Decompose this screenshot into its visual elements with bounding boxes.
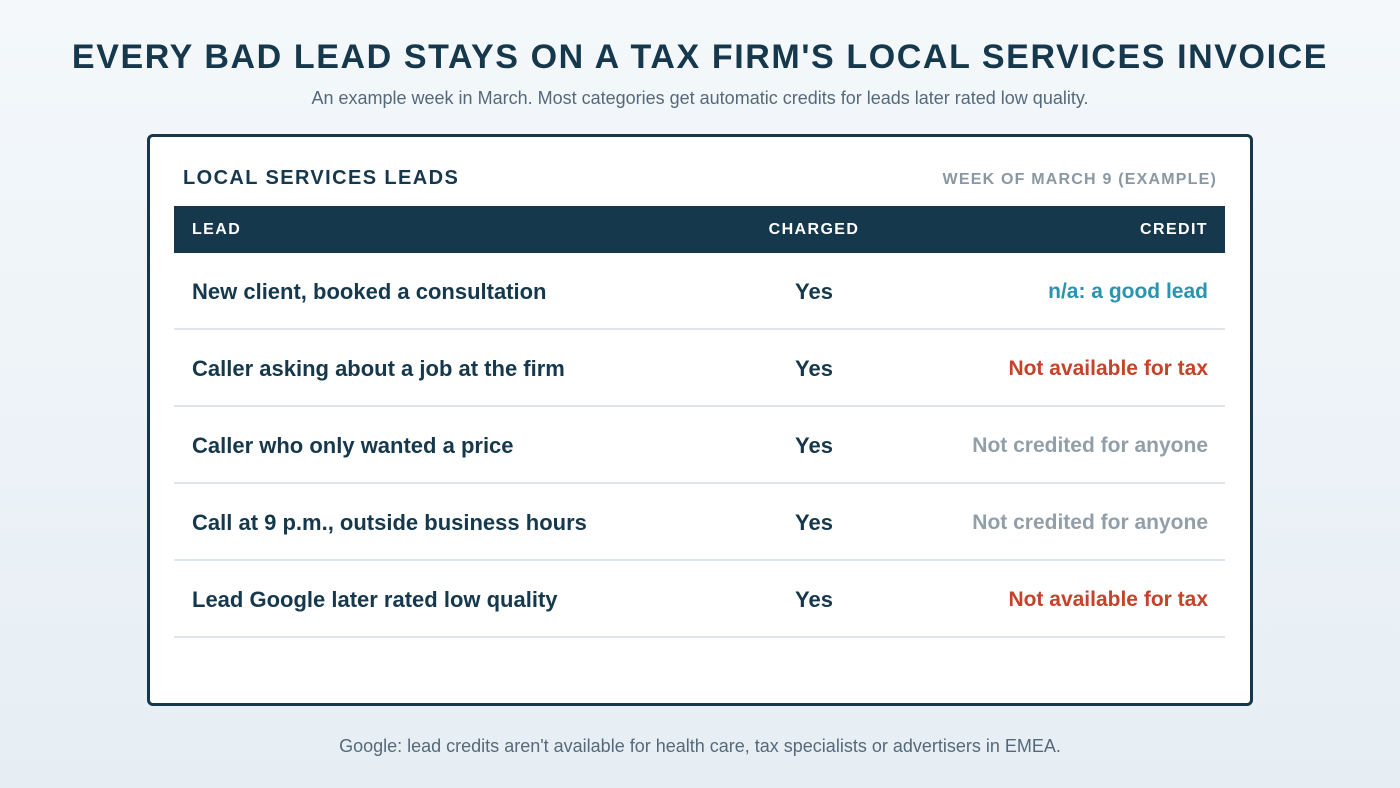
lead-cell: Caller who only wanted a price [192,433,514,458]
card-week-label: WEEK OF MARCH 9 (EXAMPLE) [942,171,1217,188]
lead-cell: New client, booked a consultation [192,279,547,304]
lead-cell: Call at 9 p.m., outside business hours [192,510,587,535]
charged-cell: Yes [795,587,833,612]
charged-cell: Yes [795,433,833,458]
footnote: Google: lead credits aren't available fo… [339,736,1061,756]
table-body: New client, booked a consultation Yes n/… [174,253,1225,638]
credit-cell: Not credited for anyone [972,511,1208,534]
charged-cell: Yes [795,279,833,304]
table-row: Caller who only wanted a price Yes Not c… [174,407,1225,484]
column-header-credit: CREDIT [1140,221,1208,238]
charged-cell: Yes [795,510,833,535]
page-subtitle: An example week in March. Most categorie… [311,88,1089,108]
table-row: Call at 9 p.m., outside business hours Y… [174,484,1225,561]
column-header-lead: LEAD [192,221,242,238]
page-title: EVERY BAD LEAD STAYS ON A TAX FIRM'S LOC… [71,38,1329,76]
lead-cell: Caller asking about a job at the firm [192,356,565,381]
table-row: Caller asking about a job at the firm Ye… [174,330,1225,407]
table-row: New client, booked a consultation Yes n/… [174,253,1225,330]
charged-cell: Yes [795,356,833,381]
table-header: LEAD CHARGED CREDIT [174,206,1225,253]
card-title: LOCAL SERVICES LEADS [183,167,460,189]
table-row: Lead Google later rated low quality Yes … [174,561,1225,638]
credit-cell: n/a: a good lead [1048,280,1208,303]
leads-card: LOCAL SERVICES LEADS WEEK OF MARCH 9 (EX… [147,134,1253,706]
credit-cell: Not available for tax [1008,588,1208,611]
column-header-charged: CHARGED [768,221,860,238]
credit-cell: Not available for tax [1008,357,1208,380]
credit-cell: Not credited for anyone [972,434,1208,457]
lead-cell: Lead Google later rated low quality [192,587,558,612]
